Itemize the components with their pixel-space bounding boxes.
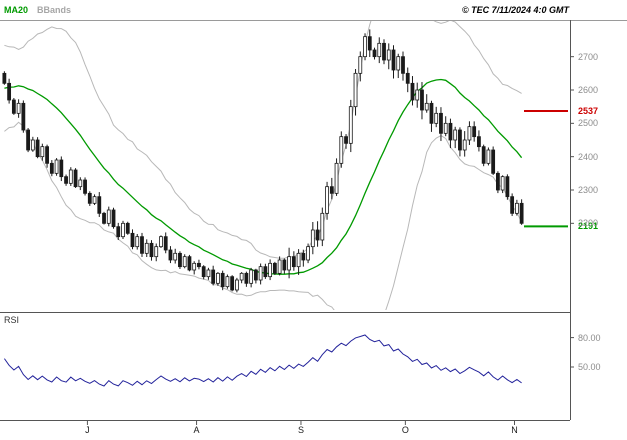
price-tick-label: 2500 xyxy=(578,118,599,129)
price-tick-label: 2700 xyxy=(578,51,599,62)
month-tick-label: A xyxy=(193,425,200,435)
price-tick-label: 2200 xyxy=(578,218,599,229)
month-tick-label: S xyxy=(297,425,304,435)
level-label: 2537 xyxy=(578,106,599,116)
chart-header: MA20 BBands © TEC 7/11/2024 4:0 GMT xyxy=(0,0,627,20)
rsi-pane-label: RSI xyxy=(4,315,20,325)
price-tick-label: 2400 xyxy=(578,151,599,162)
rsi-tick-label: 80.00 xyxy=(578,332,601,343)
month-tick-label: N xyxy=(511,425,518,435)
month-tick-label: J xyxy=(85,425,90,435)
legend: MA20 BBands xyxy=(0,5,71,15)
legend-ma20: MA20 xyxy=(4,5,29,15)
price-tick-label: 2300 xyxy=(578,185,599,195)
level-label: 2191 xyxy=(578,221,599,232)
copyright-text: © TEC 7/11/2024 4:0 GMT xyxy=(461,5,569,15)
rsi-tick-label: 50.00 xyxy=(578,362,601,372)
price-tick-label: 2600 xyxy=(578,85,599,95)
legend-bbands: BBands xyxy=(37,5,72,15)
month-tick-label: O xyxy=(401,425,409,435)
